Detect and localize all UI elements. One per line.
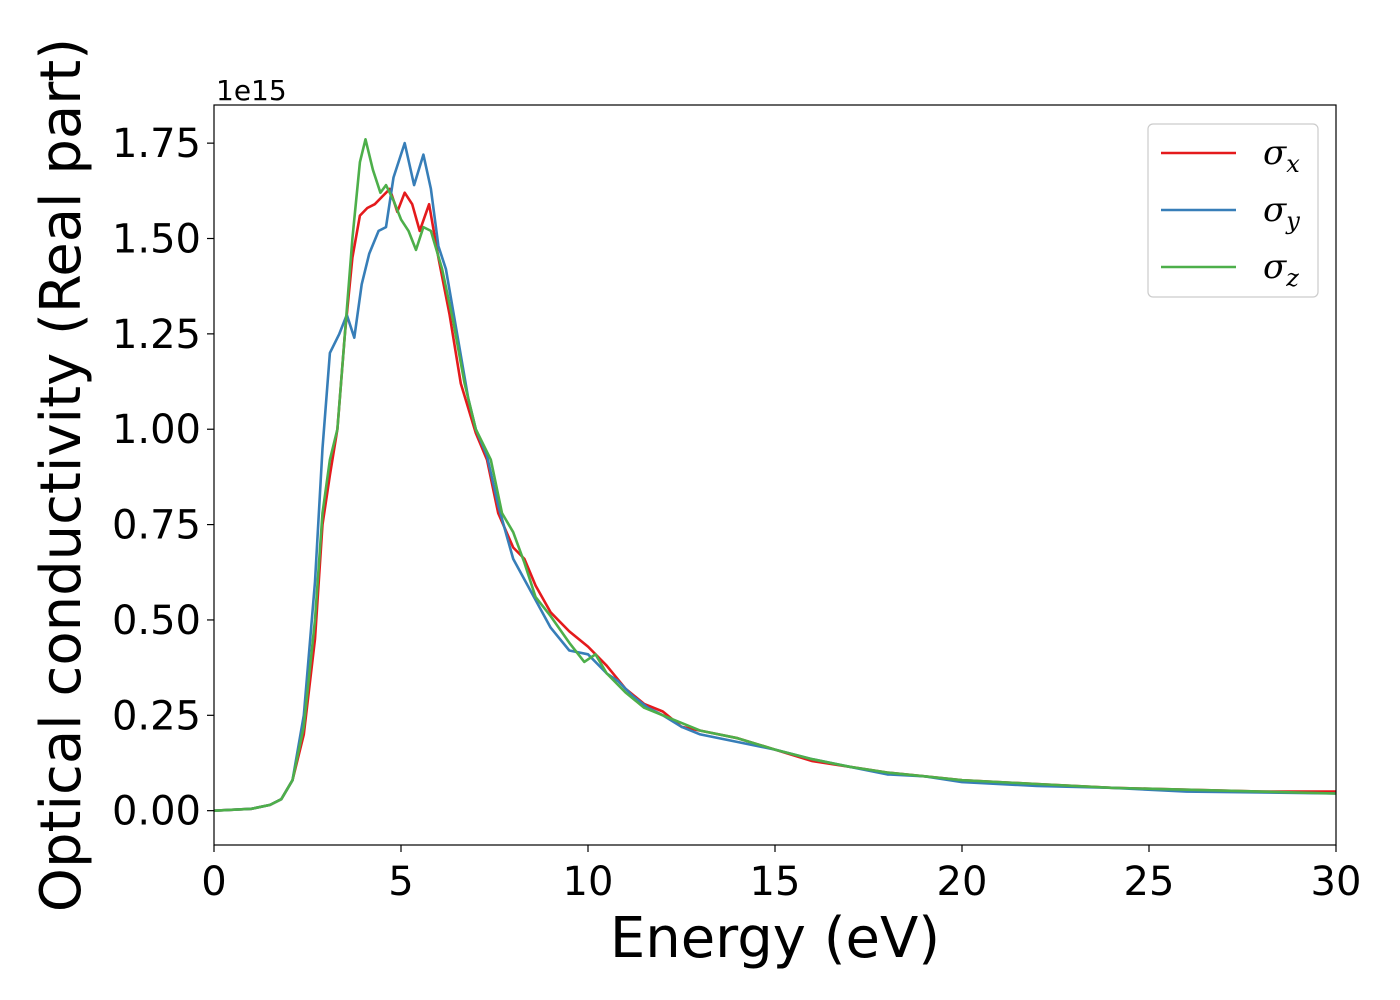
y-axis-label: Optical conductivity (Real part)	[29, 38, 94, 912]
y-tick-label: 0.25	[112, 693, 201, 739]
x-tick-label: 25	[1124, 859, 1175, 905]
y-tick-label: 1.75	[112, 121, 201, 167]
y-tick-label: 1.00	[112, 407, 201, 453]
x-tick-label: 5	[388, 859, 413, 905]
y-tick-label: 1.50	[112, 217, 201, 263]
y-tick-label: 0.00	[112, 789, 201, 835]
x-tick-label: 20	[937, 859, 988, 905]
x-tick-label: 0	[201, 859, 226, 905]
y-tick-label: 0.75	[112, 503, 201, 549]
x-axis-label: Energy (eV)	[610, 906, 940, 971]
x-tick-label: 15	[750, 859, 801, 905]
x-tick-label: 30	[1311, 859, 1362, 905]
y-offset-text: 1e15	[216, 74, 287, 107]
x-tick-label: 10	[563, 859, 614, 905]
y-axis-ticks: 0.00 0.25 0.50 0.75 1.00 1.25 1.50 1.75	[112, 121, 214, 835]
x-axis-ticks: 0 5 10 15 20 25 30	[201, 845, 1361, 905]
series-layer	[213, 138, 1337, 812]
y-tick-label: 0.50	[112, 598, 201, 644]
series-line-z	[213, 138, 1337, 812]
y-tick-label: 1.25	[112, 312, 201, 358]
